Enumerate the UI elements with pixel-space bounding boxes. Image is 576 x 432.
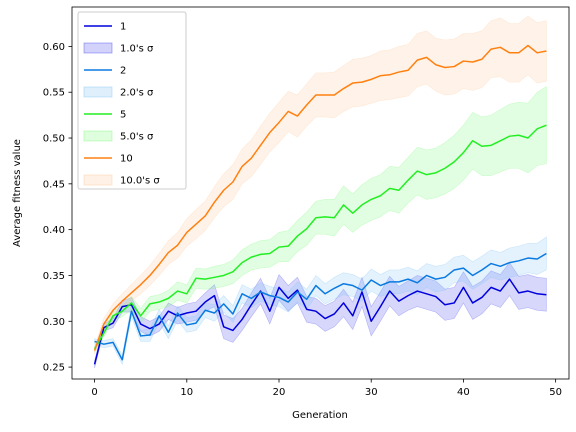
x-tick-label: 20 bbox=[273, 387, 286, 398]
y-tick-label: 0.60 bbox=[43, 42, 65, 53]
y-tick-label: 0.30 bbox=[43, 317, 65, 328]
y-tick-label: 0.50 bbox=[43, 134, 65, 145]
x-tick-label: 0 bbox=[91, 387, 97, 398]
legend-label-10: 10 bbox=[120, 154, 133, 165]
legend: 1 1.0's σ 2 2.0's σ 5 5.0's σ 10 10.0's σ bbox=[78, 12, 186, 189]
legend-band-swatch-10 bbox=[84, 175, 112, 185]
legend-band-label-1: 1.0's σ bbox=[120, 44, 154, 55]
legend-label-2: 2 bbox=[120, 66, 126, 77]
x-tick-label: 30 bbox=[365, 387, 378, 398]
y-tick-label: 0.40 bbox=[43, 225, 65, 236]
x-tick-label: 50 bbox=[549, 387, 562, 398]
x-tick-label: 40 bbox=[457, 387, 470, 398]
legend-band-label-10: 10.0's σ bbox=[120, 176, 160, 187]
legend-label-1: 1 bbox=[120, 22, 126, 33]
legend-label-5: 5 bbox=[120, 110, 126, 121]
y-tick-label: 0.35 bbox=[43, 271, 65, 282]
y-tick-label: 0.25 bbox=[43, 363, 65, 374]
legend-band-label-5: 5.0's σ bbox=[120, 132, 154, 143]
x-axis-label: Generation bbox=[292, 410, 348, 421]
y-axis-label: Average fitness value bbox=[12, 139, 23, 247]
legend-band-swatch-1 bbox=[84, 43, 112, 53]
x-tick-label: 10 bbox=[180, 387, 193, 398]
legend-band-label-2: 2.0's σ bbox=[120, 88, 154, 99]
legend-band-swatch-5 bbox=[84, 131, 112, 141]
legend-band-swatch-2 bbox=[84, 87, 112, 97]
y-tick-label: 0.55 bbox=[43, 88, 65, 99]
y-tick-label: 0.45 bbox=[43, 179, 65, 190]
